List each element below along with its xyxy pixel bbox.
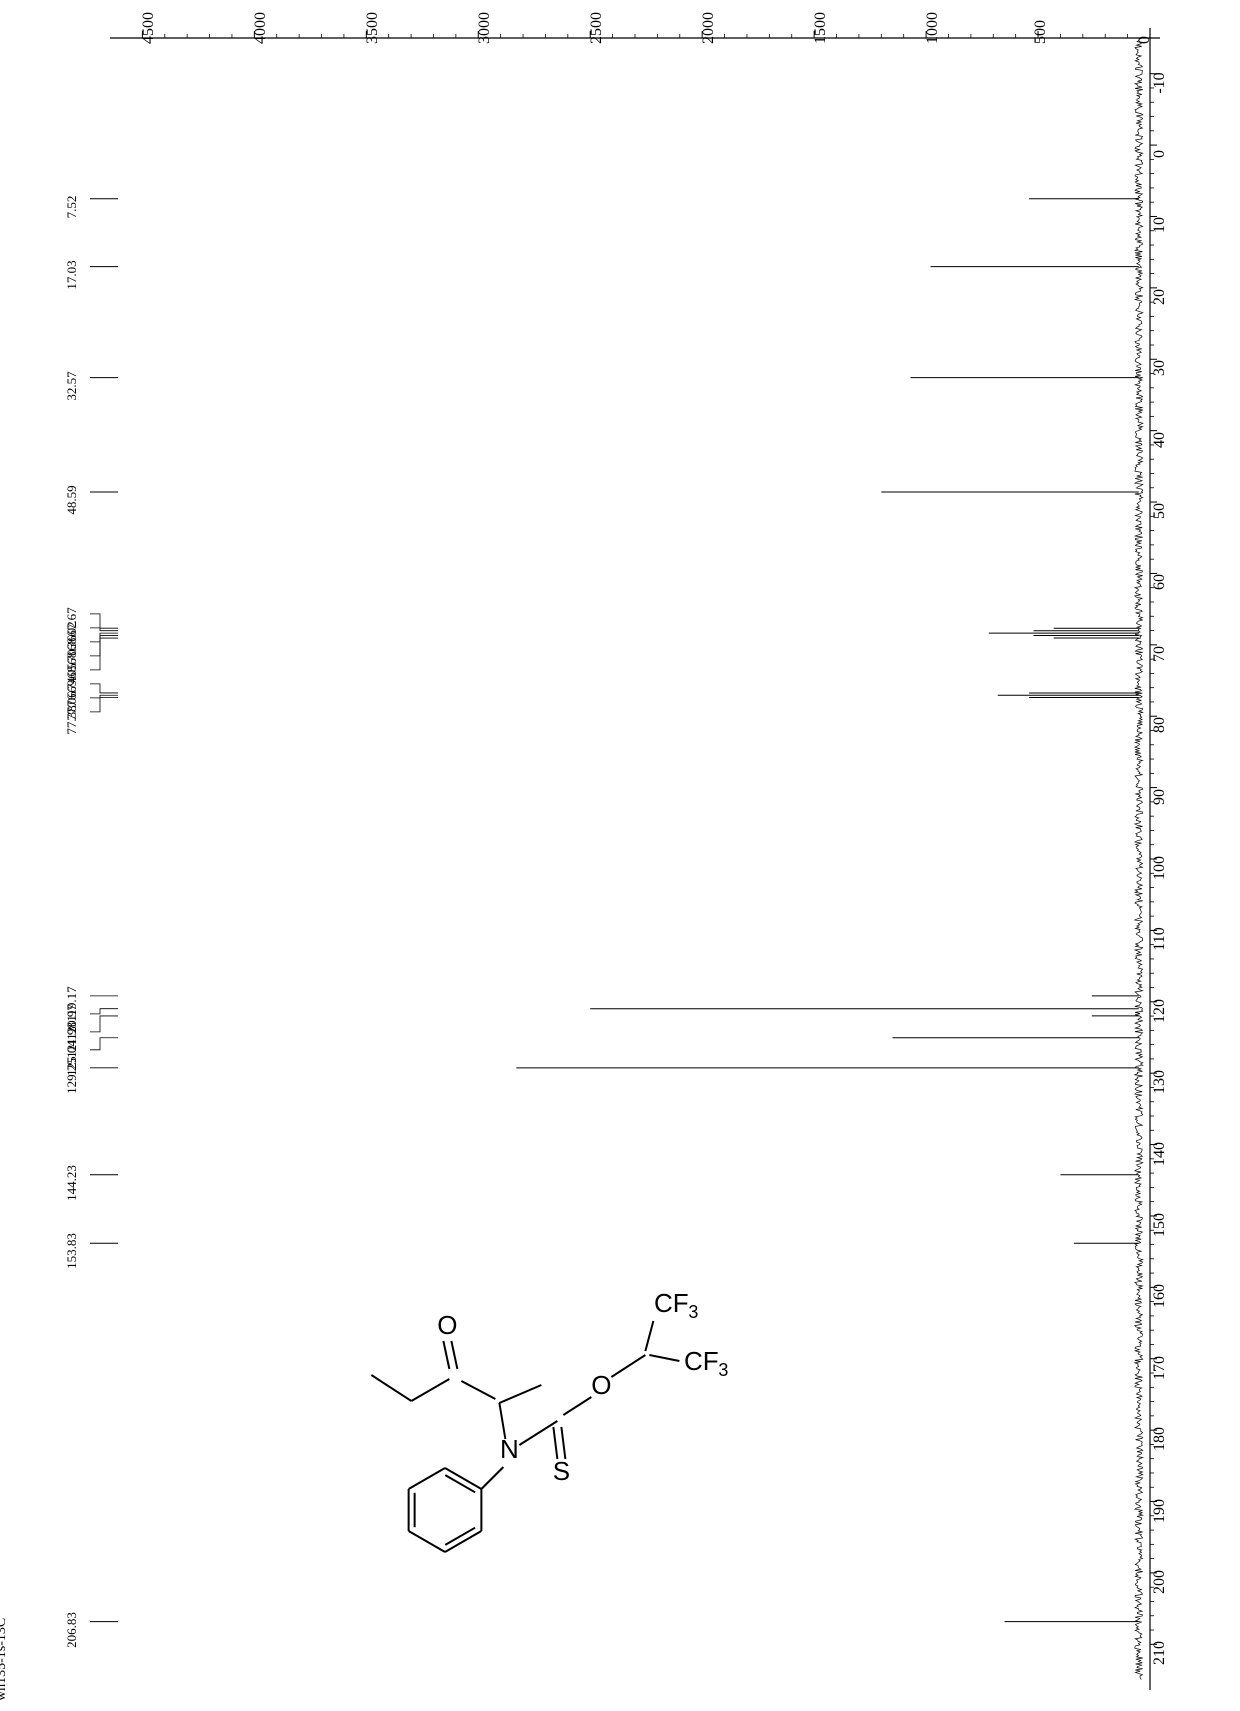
x-tick-label: 80 — [1151, 717, 1169, 733]
peak-label: 206.83 — [64, 1612, 80, 1648]
y-tick-label: 4000 — [252, 12, 270, 44]
nmr-spectrum-figure: -100102030405060708090100110120130140150… — [0, 0, 1240, 1711]
x-tick-label: 0 — [1151, 150, 1169, 158]
svg-text:CF: CF — [654, 1288, 689, 1318]
y-tick-label: 0 — [1136, 36, 1154, 44]
svg-text:S: S — [553, 1456, 570, 1486]
peak-label: 32.57 — [64, 371, 80, 400]
y-tick-label: 4500 — [140, 12, 158, 44]
peak-label: 7.52 — [64, 195, 80, 218]
x-tick-label: 200 — [1151, 1570, 1169, 1594]
peak-label: 129.25 — [64, 1058, 80, 1094]
svg-text:3: 3 — [688, 1302, 698, 1322]
x-tick-label: -10 — [1151, 72, 1169, 93]
x-tick-label: 210 — [1151, 1641, 1169, 1665]
x-tick-label: 170 — [1151, 1356, 1169, 1380]
y-tick-label: 3500 — [364, 12, 382, 44]
svg-text:O: O — [437, 1310, 457, 1340]
peak-label: 77.38 — [64, 705, 80, 734]
y-tick-label: 2000 — [700, 12, 718, 44]
x-tick-label: 160 — [1151, 1284, 1169, 1308]
svg-text:O: O — [591, 1370, 611, 1400]
sample-id: wh135-1s-13C — [0, 1618, 10, 1701]
y-tick-label: 500 — [1032, 20, 1050, 44]
x-tick-label: 150 — [1151, 1213, 1169, 1237]
y-tick-label: 1500 — [812, 12, 830, 44]
x-tick-label: 70 — [1151, 646, 1169, 662]
x-tick-label: 60 — [1151, 574, 1169, 590]
y-tick-label: 3000 — [476, 12, 494, 44]
x-tick-label: 50 — [1151, 503, 1169, 519]
x-tick-label: 130 — [1151, 1070, 1169, 1094]
svg-text:3: 3 — [718, 1360, 728, 1380]
x-tick-label: 90 — [1151, 789, 1169, 805]
x-tick-label: 20 — [1151, 289, 1169, 305]
y-tick-label: 1000 — [924, 12, 942, 44]
svg-text:CF: CF — [684, 1346, 719, 1376]
x-tick-label: 120 — [1151, 999, 1169, 1023]
x-tick-label: 40 — [1151, 432, 1169, 448]
peak-label: 17.03 — [64, 260, 80, 289]
x-tick-label: 110 — [1151, 928, 1169, 951]
svg-text:N: N — [500, 1434, 519, 1464]
chemical-structure: NSOCF3CF3O — [355, 1130, 775, 1670]
peak-label: 48.59 — [64, 485, 80, 514]
x-tick-label: 180 — [1151, 1427, 1169, 1451]
x-tick-label: 30 — [1151, 360, 1169, 376]
x-tick-label: 140 — [1151, 1142, 1169, 1166]
y-tick-label: 2500 — [588, 12, 606, 44]
peak-label: 153.83 — [64, 1233, 80, 1269]
x-tick-label: 100 — [1151, 856, 1169, 880]
x-tick-label: 10 — [1151, 217, 1169, 233]
peak-label: 144.23 — [64, 1165, 80, 1201]
x-tick-label: 190 — [1151, 1499, 1169, 1523]
